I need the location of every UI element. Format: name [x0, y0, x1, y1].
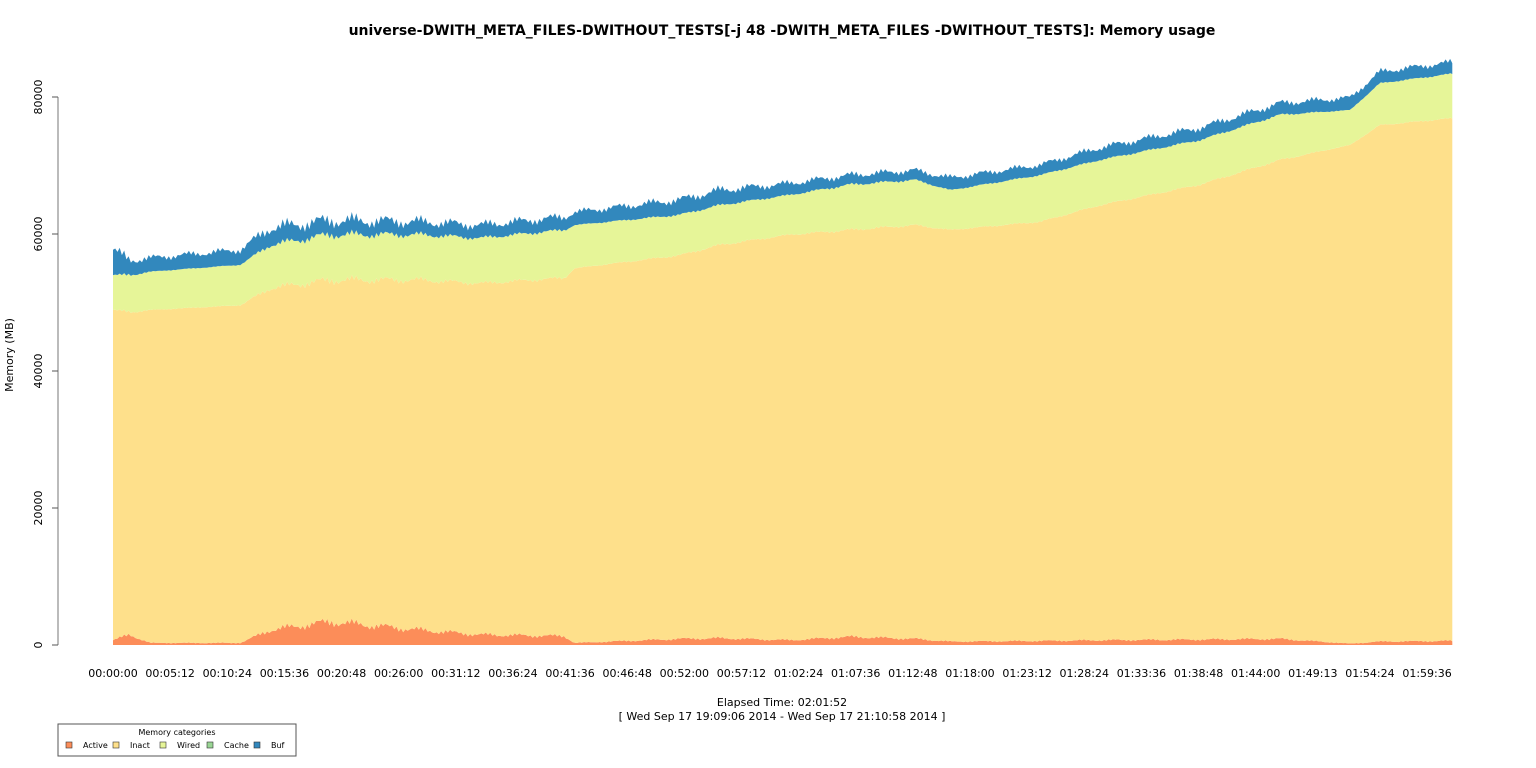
- legend-title: Memory categories: [138, 728, 215, 737]
- x-axis-date-range: [ Wed Sep 17 19:09:06 2014 - Wed Sep 17 …: [619, 710, 946, 723]
- x-axis-ticks: 00:00:00 00:05:12 00:10:24 00:15:36 00:20:48…: [88, 667, 1451, 680]
- x-tick-label: 01:02:24: [774, 667, 823, 680]
- x-tick-label: 00:20:48: [317, 667, 366, 680]
- legend-label-active: Active: [83, 741, 108, 750]
- x-tick-label: 01:49:13: [1288, 667, 1337, 680]
- x-tick-label: 01:38:48: [1174, 667, 1223, 680]
- x-tick-label: 00:57:12: [717, 667, 766, 680]
- x-tick-label: 00:05:12: [145, 667, 194, 680]
- x-tick-label: 00:10:24: [203, 667, 252, 680]
- legend-swatch-active: [65, 741, 73, 749]
- legend-swatch-inact: [112, 741, 120, 749]
- area-inact: [113, 117, 1453, 644]
- area-buf: [113, 58, 1453, 276]
- legend-label-wired: Wired: [177, 741, 200, 750]
- legend-swatch-buf: [253, 741, 261, 749]
- x-tick-label: 00:26:00: [374, 667, 423, 680]
- y-tick-label: 80000: [32, 80, 45, 115]
- x-axis-label: Elapsed Time: 02:01:52: [717, 696, 847, 709]
- x-tick-label: 00:52:00: [660, 667, 709, 680]
- legend-swatch-cache: [206, 741, 214, 749]
- x-tick-label: 01:59:36: [1402, 667, 1451, 680]
- area-active: [113, 618, 1453, 645]
- y-tick-label: 20000: [32, 491, 45, 526]
- x-tick-label: 01:23:12: [1002, 667, 1051, 680]
- x-tick-label: 00:15:36: [260, 667, 309, 680]
- y-axis-ticks: 0 20000 40000 60000 80000: [32, 80, 58, 649]
- legend: Memory categories Active Inact Wired Cache B…: [57, 723, 297, 757]
- chart-title: universe-DWITH_META_FILES-DWITHOUT_TESTS…: [349, 23, 1216, 39]
- legend-label-cache: Cache: [224, 741, 249, 750]
- y-tick-label: 40000: [32, 354, 45, 389]
- x-tick-label: 00:31:12: [431, 667, 480, 680]
- area-wired: [113, 73, 1453, 313]
- x-tick-label: 01:54:24: [1345, 667, 1394, 680]
- y-tick-label: 60000: [32, 217, 45, 252]
- x-tick-label: 00:00:00: [88, 667, 137, 680]
- legend-swatch-wired: [159, 741, 167, 749]
- x-tick-label: 01:12:48: [888, 667, 937, 680]
- legend-label-buf: Buf: [271, 741, 285, 750]
- x-tick-label: 01:28:24: [1060, 667, 1109, 680]
- x-tick-label: 00:46:48: [602, 667, 651, 680]
- legend-label-inact: Inact: [130, 741, 150, 750]
- x-tick-label: 01:07:36: [831, 667, 880, 680]
- x-tick-label: 01:44:00: [1231, 667, 1280, 680]
- x-tick-label: 01:18:00: [945, 667, 994, 680]
- stacked-areas: [113, 58, 1453, 645]
- x-tick-label: 00:36:24: [488, 667, 537, 680]
- x-tick-label: 01:33:36: [1117, 667, 1166, 680]
- x-tick-label: 00:41:36: [545, 667, 594, 680]
- y-axis-label: Memory (MB): [3, 318, 16, 392]
- y-tick-label: 0: [32, 642, 45, 649]
